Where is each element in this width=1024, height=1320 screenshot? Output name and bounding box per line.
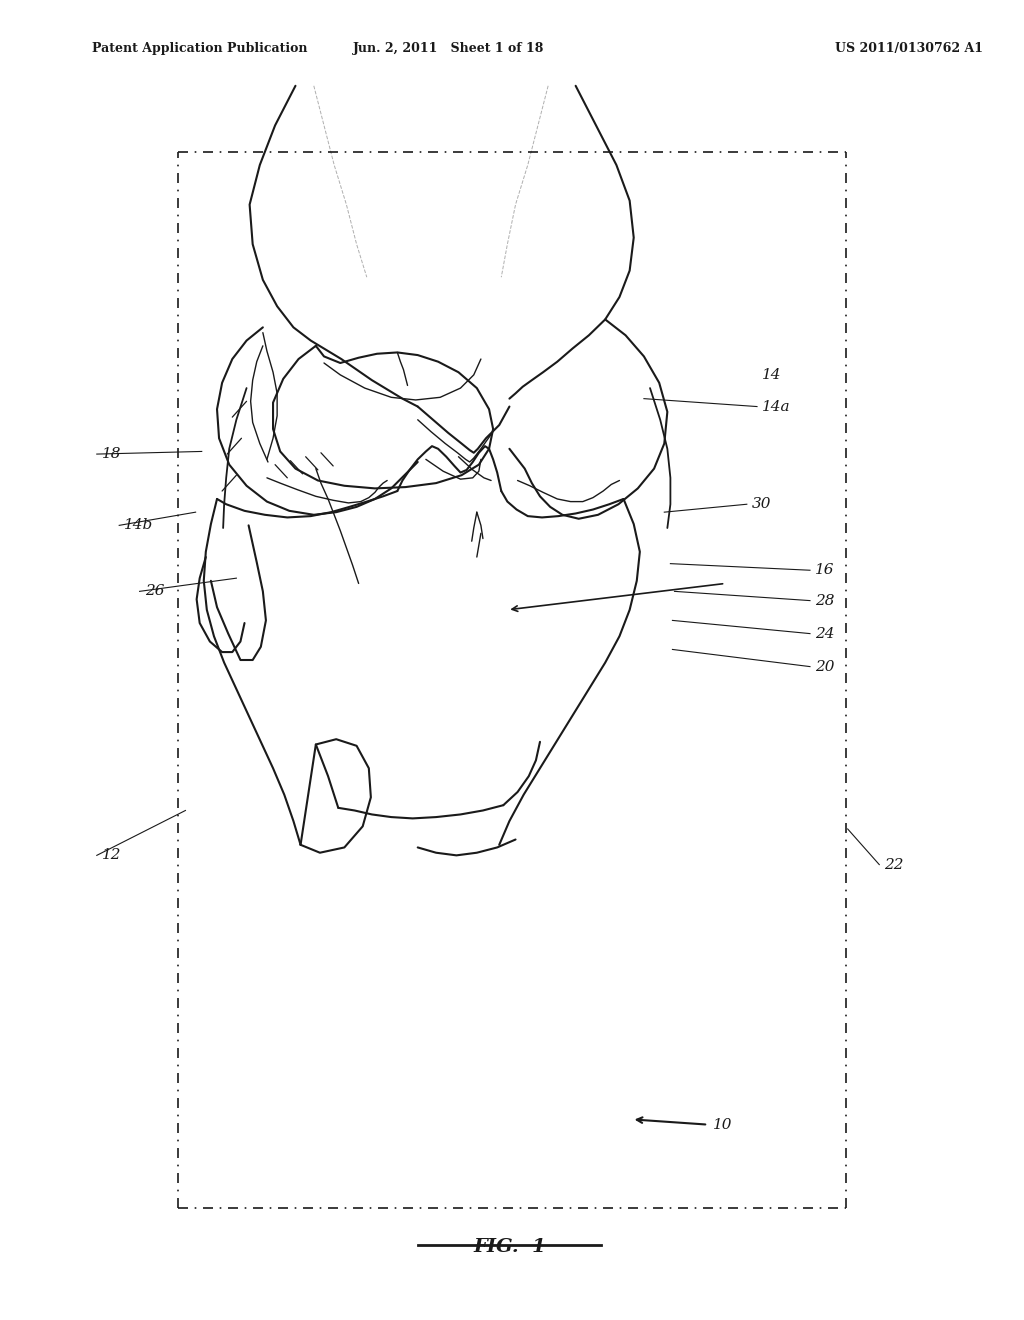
Text: US 2011/0130762 A1: US 2011/0130762 A1	[836, 42, 983, 55]
Text: 14b: 14b	[124, 519, 154, 532]
Text: Jun. 2, 2011   Sheet 1 of 18: Jun. 2, 2011 Sheet 1 of 18	[352, 42, 544, 55]
Text: 26: 26	[144, 585, 164, 598]
Text: 14a: 14a	[762, 400, 791, 413]
Text: 22: 22	[885, 858, 904, 871]
Text: 30: 30	[752, 498, 771, 511]
Text: 14: 14	[762, 368, 781, 381]
Text: 28: 28	[815, 594, 835, 607]
Text: Patent Application Publication: Patent Application Publication	[92, 42, 307, 55]
Text: 10: 10	[713, 1118, 733, 1131]
Text: 20: 20	[815, 660, 835, 673]
Text: FIG.  1: FIG. 1	[473, 1238, 546, 1257]
Text: 16: 16	[815, 564, 835, 577]
Text: 24: 24	[815, 627, 835, 640]
Text: 18: 18	[101, 447, 122, 461]
Text: 12: 12	[101, 849, 122, 862]
